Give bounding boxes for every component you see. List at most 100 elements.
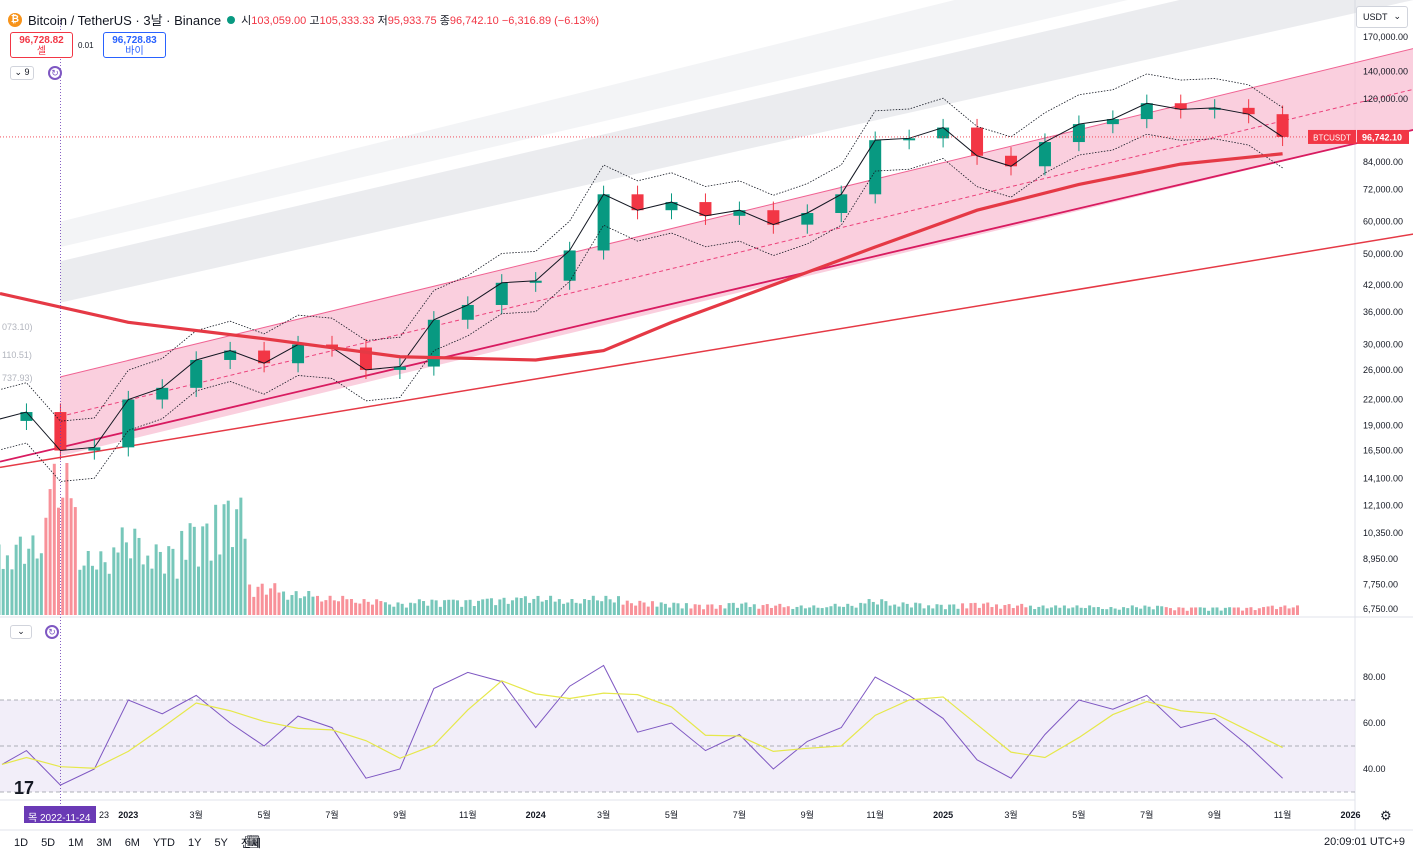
currency-select[interactable]: USDT ⌄: [1356, 6, 1408, 28]
volume-bar: [621, 604, 625, 615]
volume-bar: [95, 569, 99, 615]
volume-bar: [680, 608, 684, 615]
time-axis-label: 5월: [257, 809, 270, 820]
timeframe-3[interactable]: 3M: [96, 836, 112, 849]
volume-bar: [570, 599, 574, 615]
symbol-title[interactable]: Bitcoin / TetherUS · 3날 · Binance: [28, 13, 222, 28]
volume-bar: [1173, 610, 1177, 615]
volume-bar: [150, 568, 154, 615]
volume-bar: [736, 607, 739, 615]
volume-bar: [392, 606, 396, 615]
volume-bar: [634, 605, 638, 615]
volume-bar: [1067, 608, 1071, 615]
volume-bar: [1113, 608, 1117, 615]
volume-bar: [982, 603, 986, 615]
volume-bar: [209, 560, 213, 615]
close-label: 종: [439, 14, 450, 27]
volume-bar: [197, 566, 200, 615]
volume-bar: [1122, 607, 1126, 615]
volume-bar: [273, 583, 277, 615]
volume-bar: [1241, 610, 1245, 615]
timeframe-4[interactable]: 6M: [124, 836, 140, 849]
gear-icon[interactable]: ⚙: [1380, 808, 1392, 823]
symbol-legend: ₿ Bitcoin / TetherUS · 3날 · Binance 시103…: [8, 10, 599, 29]
volume-bar: [842, 606, 846, 615]
candle-body: [699, 202, 712, 216]
volume-bar: [107, 573, 111, 615]
regression-channel-upper: [60, 48, 1413, 378]
volume-bar: [1139, 608, 1143, 615]
time-axis-label: 3월: [597, 809, 610, 820]
time-axis-label: 3월: [190, 809, 203, 820]
candle-body: [224, 350, 237, 360]
tradingview-logo-icon[interactable]: 17: [14, 778, 35, 798]
reload-icon[interactable]: ↻: [48, 66, 62, 80]
volume-bar: [447, 599, 451, 615]
rsi-ma-line: [1, 680, 1283, 769]
volume-bar: [986, 602, 990, 615]
volume-bar: [1020, 603, 1024, 615]
indicator-count: 9: [24, 67, 30, 77]
clock[interactable]: 20:09:01 UTC+9: [1323, 836, 1405, 848]
timeframe-bar: 1D 5D 1M 3M 6M YTD 1Y 5Y 전체: [0, 831, 1413, 854]
symbol-tag: BTCUSDT: [1313, 133, 1351, 142]
candle-body: [1174, 103, 1187, 110]
volume-bar: [583, 599, 587, 615]
volume-bar: [1211, 607, 1215, 615]
volume-bar: [1245, 607, 1249, 615]
rsi-reload-icon[interactable]: ↻: [45, 625, 59, 639]
timeframe-8[interactable]: 전체: [240, 837, 262, 850]
volume-bar: [578, 603, 582, 615]
candle-body: [563, 250, 576, 281]
volume-bar: [1198, 607, 1202, 615]
indicator-toggle-button[interactable]: ⌄ 9: [10, 66, 34, 80]
price-axis-label: 170,000.00: [1363, 32, 1408, 42]
timeframe-1[interactable]: 5D: [41, 836, 56, 849]
symbol-tag-bg: [1308, 129, 1356, 144]
volume-bar: [956, 608, 960, 615]
volume-bar: [1219, 610, 1223, 615]
price-axis-label: 12,100.00: [1363, 501, 1403, 511]
volume-bar: [837, 606, 841, 615]
volume-bar: [939, 604, 943, 615]
volume-bar: [786, 606, 790, 615]
buy-price: 96,728.83: [112, 35, 157, 46]
volume-bar: [854, 607, 858, 615]
buy-button[interactable]: 96,728.83 바이: [103, 32, 166, 58]
volume-bar: [39, 553, 43, 615]
timeframe-6[interactable]: 1Y: [187, 836, 202, 849]
volume-bar: [1266, 606, 1270, 615]
volume-bar: [1143, 605, 1147, 615]
volume-bar: [112, 547, 116, 615]
volume-bar: [1083, 608, 1087, 615]
volume-bar: [816, 607, 820, 615]
price-axis-label: 19,000.00: [1363, 421, 1403, 431]
volume-bar: [718, 605, 722, 615]
volume-bar: [489, 598, 493, 615]
volume-bar: [1262, 607, 1266, 615]
timeframe-7[interactable]: 5Y: [214, 836, 228, 849]
volume-bar: [222, 504, 226, 615]
volume-bar: [324, 600, 328, 615]
timeframe-2[interactable]: 1M: [68, 836, 84, 849]
lower-band-line: [0, 133, 1283, 482]
rsi-collapse-button[interactable]: ⌄: [10, 625, 32, 639]
volume-bar: [375, 599, 379, 615]
volume-bar: [1156, 605, 1159, 615]
sell-button[interactable]: 96,728.82 셀: [10, 32, 73, 58]
volume-bar: [154, 544, 158, 615]
calendar-icon[interactable]: 🗓: [244, 834, 261, 849]
volume-bar: [256, 586, 260, 615]
upper-gray-channel-inner: [60, 0, 1413, 303]
volume-bar: [1185, 610, 1189, 615]
timeframe-0[interactable]: 1D: [14, 836, 29, 849]
sell-label: 셀: [36, 46, 47, 57]
volume-bar: [625, 600, 629, 615]
support-line: [0, 233, 1413, 469]
timeframe-5[interactable]: YTD: [152, 836, 175, 849]
volume-bar: [880, 599, 884, 615]
volume-bar: [129, 558, 133, 615]
rsi-axis-label: 60.00: [1363, 718, 1386, 728]
volume-bar: [456, 600, 459, 615]
